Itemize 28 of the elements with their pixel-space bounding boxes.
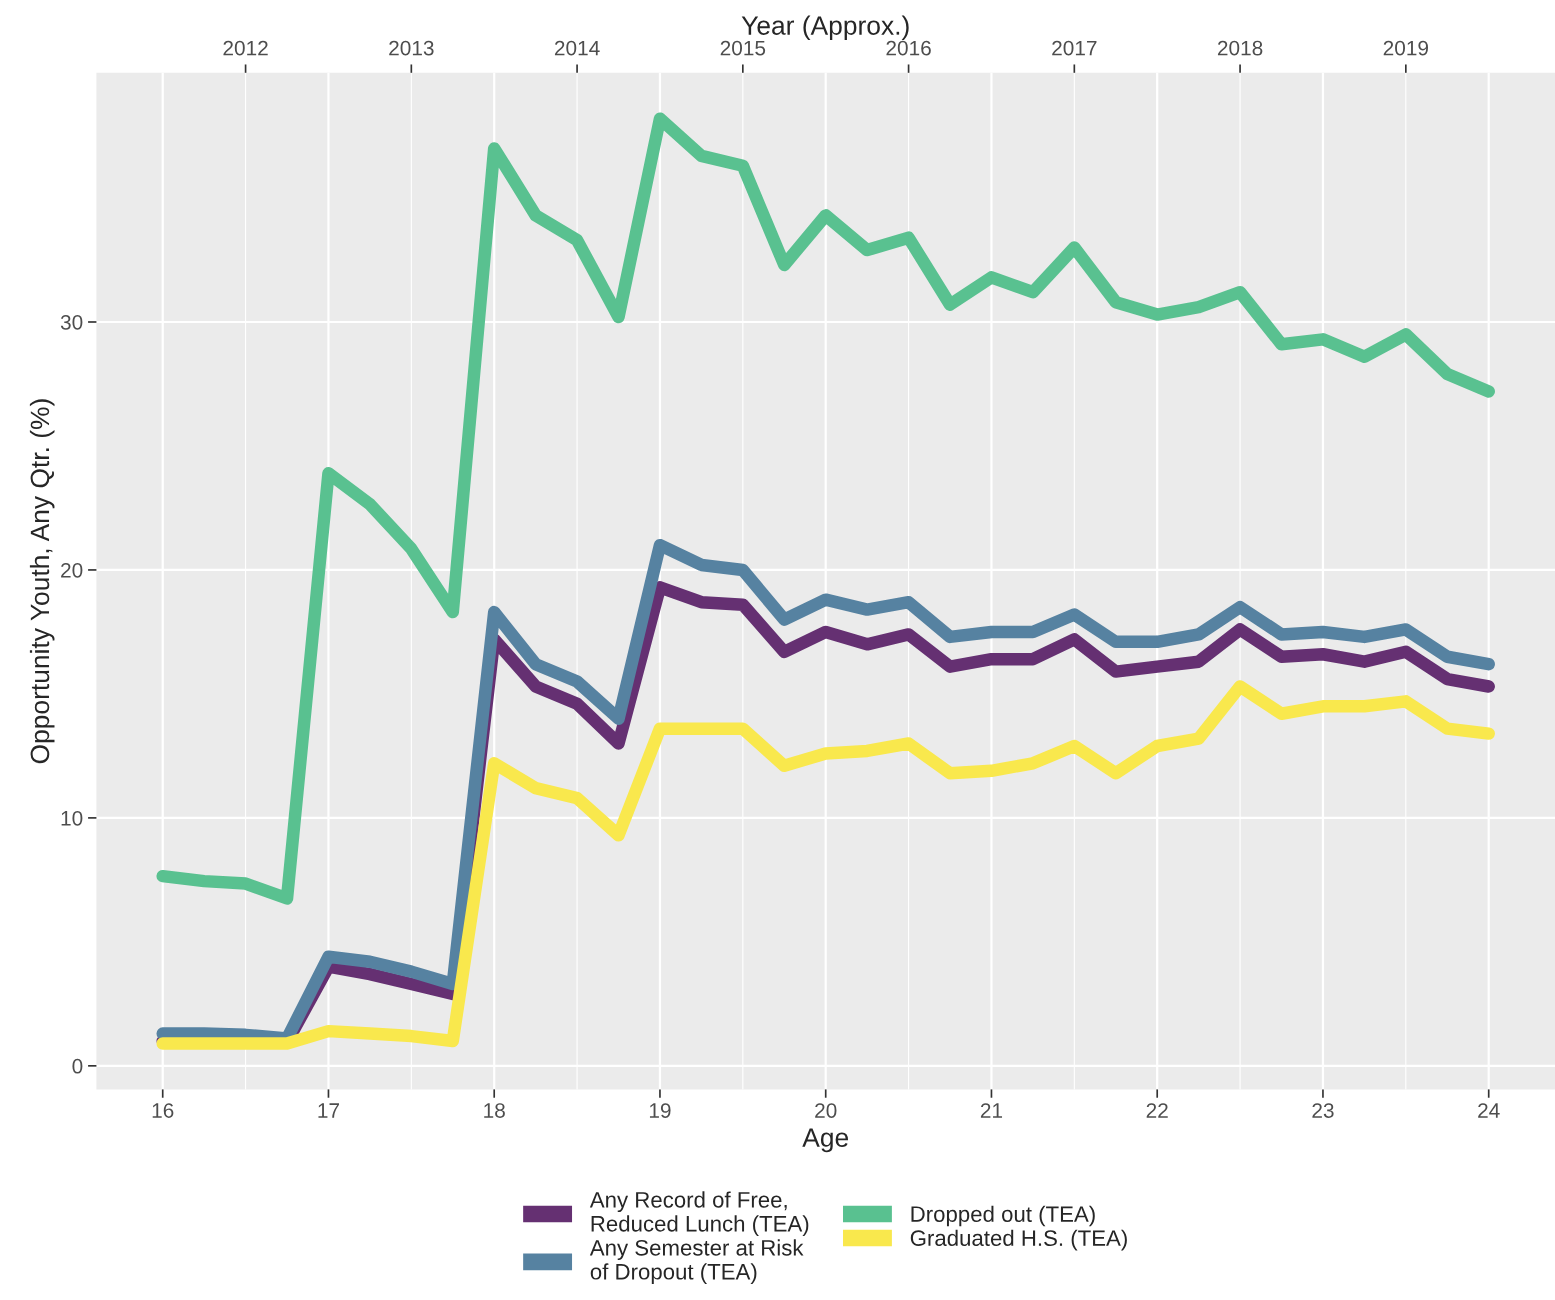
legend-label: Any Record of Free, Reduced Lunch (TEA) xyxy=(589,1191,809,1237)
x-tick-label: 17 xyxy=(318,1103,339,1118)
y-tick-label: 30 xyxy=(60,314,83,330)
x2-tick-label: 2017 xyxy=(1052,40,1097,56)
x2-tick-label: 2013 xyxy=(389,40,434,56)
x2-axis-title: Year (Approx.) xyxy=(741,15,909,41)
x2-tick-label: 2016 xyxy=(886,40,931,56)
x2-tick-label: 2019 xyxy=(1383,40,1429,56)
x-tick-label: 19 xyxy=(649,1103,671,1118)
x-tick-label: 21 xyxy=(980,1103,1003,1118)
x-tick-label: 23 xyxy=(1312,1103,1334,1118)
x2-tick-label: 2015 xyxy=(720,40,766,56)
legend-label: Graduated H.S. (TEA) xyxy=(910,1229,1127,1251)
legend-label: Any Semester at Risk of Dropout (TEA) xyxy=(589,1239,804,1284)
y-tick-label: 10 xyxy=(61,810,83,826)
x-tick-label: 24 xyxy=(1478,1103,1500,1118)
x-tick-label: 18 xyxy=(484,1103,505,1118)
legend-label: Dropped out (TEA) xyxy=(911,1205,1095,1227)
x-axis-title: Age xyxy=(802,1128,849,1153)
x-tick-label: 16 xyxy=(152,1103,174,1118)
y-tick-label: 20 xyxy=(61,562,83,578)
x2-tick-label: 2014 xyxy=(554,40,600,56)
x2-tick-label: 2018 xyxy=(1217,40,1263,56)
y-tick-label: 0 xyxy=(72,1058,83,1074)
y-axis-title: Opportunity Youth, Any Qtr. (%) xyxy=(29,399,55,764)
x-tick-label: 20 xyxy=(815,1103,837,1118)
x-tick-label: 22 xyxy=(1146,1103,1168,1118)
x2-tick-label: 2012 xyxy=(223,40,268,56)
